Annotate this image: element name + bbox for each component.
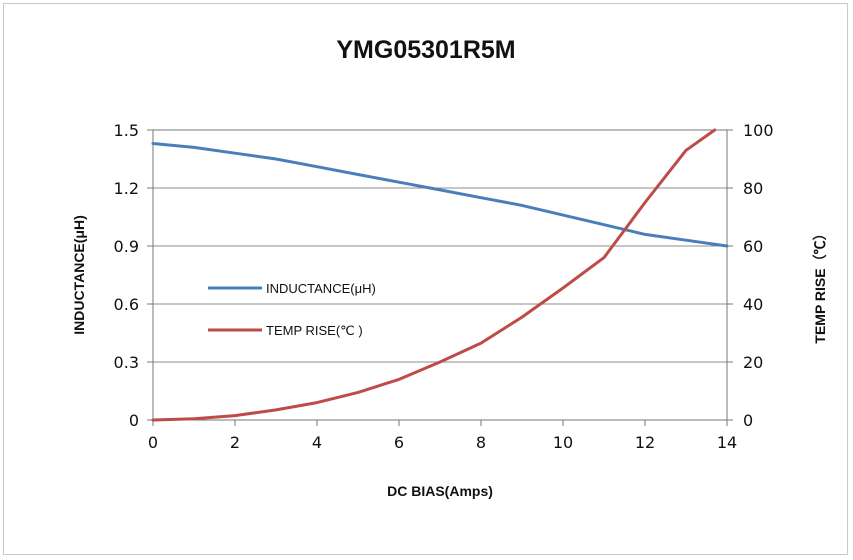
y-right-tick-label: 40 — [743, 295, 763, 314]
legend: INDUCTANCE(μH) TEMP RISE(℃ ) — [208, 281, 376, 338]
x-tick-label: 4 — [312, 433, 322, 452]
legend-label: INDUCTANCE(μH) — [266, 281, 376, 296]
y-left-tick-label: 0.3 — [114, 353, 139, 372]
y-left-tick-label: 1.5 — [114, 121, 139, 140]
x-tick-label: 8 — [476, 433, 486, 452]
grid — [147, 129, 733, 426]
y-axis-right-title: TEMP RISE（℃） — [812, 226, 828, 343]
y-axis-left-title: INDUCTANCE(μH) — [71, 215, 87, 335]
y-right-tick-label: 60 — [743, 237, 763, 256]
y-left-tick-label: 0 — [129, 411, 139, 430]
temp-rise-line — [151, 128, 717, 422]
plot-area — [152, 129, 728, 421]
chart-title: YMG05301R5M — [336, 36, 515, 64]
y-left-tick-label: 0.6 — [114, 295, 139, 314]
x-tick-label: 12 — [635, 433, 655, 452]
y-right-tick-label: 80 — [743, 179, 763, 198]
x-tick-label: 2 — [230, 433, 240, 452]
x-tick-label: 14 — [717, 433, 737, 452]
y-left-tick-label: 0.9 — [114, 237, 139, 256]
x-tick-label: 6 — [394, 433, 404, 452]
x-axis-title: DC BIAS(Amps) — [387, 483, 493, 499]
x-tick-label: 0 — [148, 433, 158, 452]
inductance-line — [151, 142, 729, 248]
y-right-tick-label: 20 — [743, 353, 763, 372]
y-right-tick-label: 100 — [743, 121, 774, 140]
y-left-tick-label: 1.2 — [114, 179, 139, 198]
series-lines — [151, 128, 729, 422]
y-right-tick-label: 0 — [743, 411, 753, 430]
legend-label: TEMP RISE(℃ ) — [266, 323, 363, 338]
x-tick-label: 10 — [553, 433, 573, 452]
chart-frame — [3, 3, 848, 555]
